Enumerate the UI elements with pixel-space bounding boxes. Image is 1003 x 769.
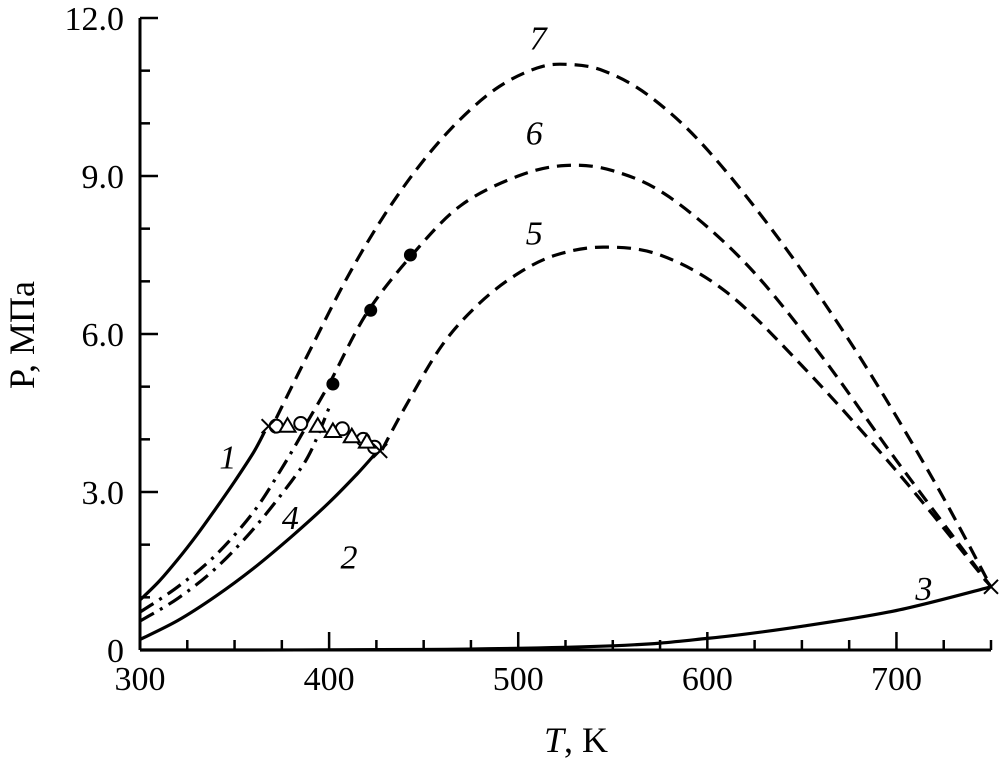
cross-stroke — [983, 579, 999, 595]
x-tick-label: 300 — [115, 661, 166, 698]
filled-circle-marker — [326, 377, 340, 391]
y-tick-label: 3.0 — [82, 475, 125, 512]
triangle-marker — [357, 431, 377, 449]
cross-marker — [372, 443, 388, 459]
curve-label-5: 5 — [526, 215, 543, 252]
cross-stroke — [372, 443, 388, 459]
series-line-1 — [138, 430, 267, 602]
series-line-5 — [380, 245, 993, 588]
y-tick-label: 12.0 — [65, 1, 125, 38]
curve-label-3: 3 — [914, 571, 932, 608]
series-line-3 — [139, 585, 992, 652]
filled-circle-marker — [403, 248, 417, 262]
series-line-4 — [139, 407, 331, 623]
x-axis-title: T, K — [544, 720, 608, 760]
y-axis-title: P, МПа — [2, 281, 42, 389]
cross-marker — [983, 579, 999, 595]
triangle-marker — [308, 416, 328, 433]
ticks: 300 400 500 600 700 0 3.0 6.0 9.0 12.0 — [65, 1, 993, 698]
filled-circle-marker — [364, 303, 378, 317]
curve-labels: 1 2 3 4 5 6 7 — [219, 21, 932, 608]
series-lines — [138, 62, 993, 652]
series-line-2 — [139, 451, 378, 641]
y-tick-label: 9.0 — [82, 159, 125, 196]
x-tick-label: 400 — [304, 661, 355, 698]
x-tick-label: 700 — [871, 661, 922, 698]
curve-label-7: 7 — [530, 21, 549, 58]
markers — [260, 248, 999, 595]
series-line-6 — [305, 163, 993, 588]
series-line-4b — [139, 425, 308, 614]
x-tick-label: 600 — [682, 661, 733, 698]
cross-marker — [260, 418, 277, 434]
y-tick-label: 6.0 — [82, 317, 125, 354]
y-tick-label: 0 — [107, 633, 124, 670]
x-axis-title-unit: , K — [564, 720, 608, 760]
series-line-7 — [274, 62, 993, 588]
triangle-marker — [342, 426, 362, 444]
triangle-marker — [323, 421, 343, 439]
curve-label-6: 6 — [526, 115, 543, 152]
cross-stroke — [260, 418, 277, 434]
curve-label-2: 2 — [340, 539, 357, 576]
open-circle-marker — [293, 416, 309, 432]
x-tick-label: 500 — [493, 661, 544, 698]
curve-label-1: 1 — [219, 439, 236, 476]
x-axis-title-symbol: T — [544, 720, 567, 760]
curve-label-4: 4 — [282, 500, 299, 537]
triangle-marker — [277, 416, 298, 433]
